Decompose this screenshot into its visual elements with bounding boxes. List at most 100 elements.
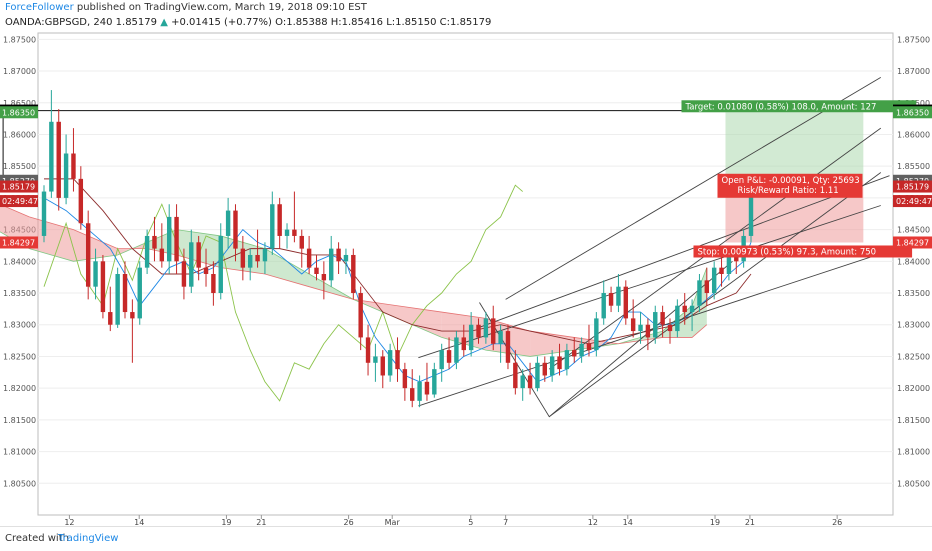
y-tick-label-left: 1.84000 xyxy=(3,257,36,266)
y-tick-label-right: 1.83000 xyxy=(897,321,930,330)
chikou-line xyxy=(43,184,523,402)
x-tick-label: 21 xyxy=(256,518,266,526)
candle-body xyxy=(329,248,334,281)
candle-body xyxy=(527,375,533,389)
stop-label: Stop: 0.00973 (0.53%) 97.3, Amount: 750 xyxy=(697,247,876,257)
x-tick-label: Mar xyxy=(385,518,401,526)
y-tick-label-right: 1.82500 xyxy=(897,352,930,361)
candle-body xyxy=(196,242,201,268)
price-tag-right: 1.84297 xyxy=(896,238,929,247)
symbol-name[interactable]: OANDA:GBPSGD, 240 xyxy=(5,17,113,28)
candle-body xyxy=(719,267,724,274)
x-tick-label: 19 xyxy=(221,518,231,526)
price-tag-left: 1.86350 xyxy=(2,108,35,117)
candle-body xyxy=(682,305,687,313)
candle-body xyxy=(630,318,636,332)
candle-body xyxy=(513,362,518,389)
cloud-segment xyxy=(29,216,74,262)
stop-label-bg xyxy=(693,245,913,258)
high-value: H:1.85416 xyxy=(330,17,383,28)
candle-body xyxy=(697,280,702,306)
y-tick-label-right: 1.84500 xyxy=(897,226,930,235)
candle-body xyxy=(358,293,363,338)
candle-body xyxy=(277,204,282,236)
candle-body xyxy=(262,248,268,262)
price-tag-right: 02:49:47 xyxy=(896,197,932,206)
x-tick-label: 12 xyxy=(64,518,74,526)
candle-body xyxy=(675,305,680,332)
candle-body xyxy=(93,261,98,287)
candle-body xyxy=(557,356,562,370)
candle-body xyxy=(491,318,496,344)
candle-body xyxy=(689,305,695,313)
author-link[interactable]: ForceFollower xyxy=(5,2,74,13)
candle-body xyxy=(218,235,223,294)
y-tick-label-right: 1.84000 xyxy=(897,257,930,266)
price-tag-left: 1.85179 xyxy=(2,183,35,192)
price-tag-bg-right xyxy=(893,236,932,249)
y-tick-label-right: 1.81500 xyxy=(897,416,930,425)
y-tick-label-right: 1.87000 xyxy=(897,67,930,76)
last-price: 1.85179 xyxy=(115,17,158,28)
candle-body xyxy=(542,362,548,376)
price-tag-bg-left xyxy=(0,236,38,249)
price-tag-bg-left xyxy=(0,106,38,119)
candle-body xyxy=(49,121,54,192)
y-tick-label-left: 1.86000 xyxy=(3,130,36,139)
candle-body xyxy=(336,248,341,262)
x-tick-label: 26 xyxy=(343,518,353,526)
candle-body xyxy=(594,318,599,351)
x-tick-label: 7 xyxy=(503,518,508,526)
candle-body xyxy=(653,312,658,338)
y-tick-label-right: 1.80500 xyxy=(897,479,930,488)
candle-body xyxy=(85,223,91,287)
candle-body xyxy=(284,229,290,236)
price-tag-right: 1.86350 xyxy=(896,108,929,117)
y-tick-label-left: 1.82500 xyxy=(3,352,36,361)
target-label-bg xyxy=(681,100,917,113)
y-tick-label-left: 1.87500 xyxy=(3,35,36,44)
candle-body xyxy=(432,369,437,395)
y-tick-label-left: 1.81000 xyxy=(3,448,36,457)
y-tick-label-right: 1.81000 xyxy=(897,448,930,457)
y-tick-label-left: 1.87000 xyxy=(3,67,36,76)
channel-line xyxy=(548,172,882,418)
y-tick-label-right: 1.83500 xyxy=(897,289,930,298)
symbol-legend: OANDA:GBPSGD, 240 1.85179 ▲ +0.01415 (+0… xyxy=(5,17,491,28)
candle-body xyxy=(115,274,120,325)
candle-body xyxy=(108,312,113,325)
y-tick-label-right: 1.82000 xyxy=(897,384,930,393)
x-tick-label: 19 xyxy=(710,518,720,526)
candle-body xyxy=(734,254,739,262)
candle-body xyxy=(240,248,246,268)
candle-body xyxy=(181,261,187,287)
price-chart[interactable]: 1.875001.875001.870001.870001.865001.865… xyxy=(0,0,932,526)
candle-body xyxy=(483,318,489,338)
price-tag-bg-left xyxy=(0,195,38,208)
x-tick-label: 26 xyxy=(832,518,842,526)
candle-body xyxy=(343,254,349,262)
tradingview-logo[interactable]: TradingView xyxy=(58,533,119,544)
candle-body xyxy=(505,331,511,363)
y-tick-label-left: 1.83000 xyxy=(3,321,36,330)
candle-body xyxy=(174,216,179,262)
open-value: O:1.85388 xyxy=(275,17,328,28)
x-tick-label: 14 xyxy=(623,518,633,526)
candle-body xyxy=(579,343,584,357)
y-tick-label-right: 1.87500 xyxy=(897,35,930,44)
y-tick-label-left: 1.85500 xyxy=(3,162,36,171)
candle-body xyxy=(623,286,629,319)
candle-body xyxy=(380,356,385,376)
candle-body xyxy=(373,356,378,363)
candle-body xyxy=(402,369,408,389)
candle-body xyxy=(748,185,754,236)
pnl-label-bg xyxy=(717,173,863,198)
candle-body xyxy=(439,350,444,370)
target-zone xyxy=(725,112,864,181)
price-tag-right: 1.85179 xyxy=(896,183,929,192)
price-tag-bg-right xyxy=(893,195,932,208)
candle-body xyxy=(468,324,474,351)
up-arrow-icon: ▲ xyxy=(160,17,168,28)
open-pnl-label: Open P&L: -0.00091, Qty: 25693 xyxy=(721,176,859,186)
candle-body xyxy=(608,293,614,306)
